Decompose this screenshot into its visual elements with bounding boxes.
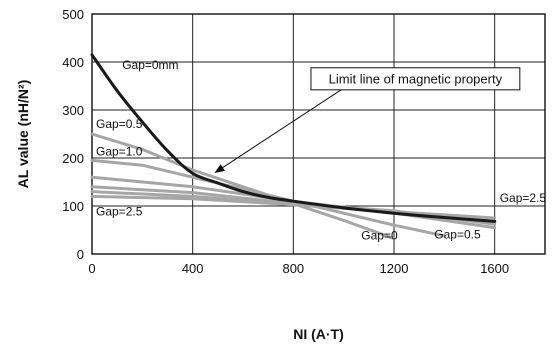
gap-line-1 — [90, 132, 396, 241]
y-tick-label-300: 300 — [62, 103, 84, 118]
gap-label-1: Gap=0mm — [122, 58, 178, 72]
limit-line-curve — [90, 53, 497, 223]
gap-label-5: Gap=0 — [361, 229, 398, 243]
gap-line-2 — [90, 158, 446, 238]
annotations: Gap=0mm Gap=0.5 Gap=1.0 Gap=2.5 Gap=0 Gap=0.5… — [96, 58, 546, 242]
x-tick-label-0: 0 — [88, 261, 95, 276]
callout-text: Limit line of magnetic property — [329, 71, 503, 86]
gap-label-4: Gap=2.5 — [96, 205, 143, 219]
x-tick-label-800: 800 — [282, 261, 304, 276]
gap-label-7: Gap=2.5 — [500, 191, 547, 205]
y-axis-label: AL value (nH/N²) — [15, 80, 31, 189]
x-tick-label-1600: 1600 — [480, 261, 509, 276]
callout-arrow — [214, 89, 342, 173]
y-tick-label-400: 400 — [62, 55, 84, 70]
gap-line-6 — [90, 194, 497, 220]
limit-line — [90, 53, 497, 223]
x-tick-label-400: 400 — [182, 261, 204, 276]
gap-label-2: Gap=0.5 — [96, 117, 143, 131]
gap-label-6: Gap=0.5 — [434, 228, 481, 242]
callout: Limit line of magnetic property — [214, 67, 521, 173]
x-axis-label: NI (A·T) — [293, 326, 344, 342]
y-tick-label-200: 200 — [62, 151, 84, 166]
callout-box — [310, 67, 521, 91]
y-tick-label-0: 0 — [77, 247, 84, 262]
y-tick-label-500: 500 — [62, 7, 84, 22]
x-tick-label-1200: 1200 — [380, 261, 409, 276]
tick-labels: 0 400 800 1200 1600 0 100 200 300 400 500 — [62, 7, 509, 276]
gap-label-3: Gap=1.0 — [96, 145, 143, 159]
y-tick-label-100: 100 — [62, 199, 84, 214]
